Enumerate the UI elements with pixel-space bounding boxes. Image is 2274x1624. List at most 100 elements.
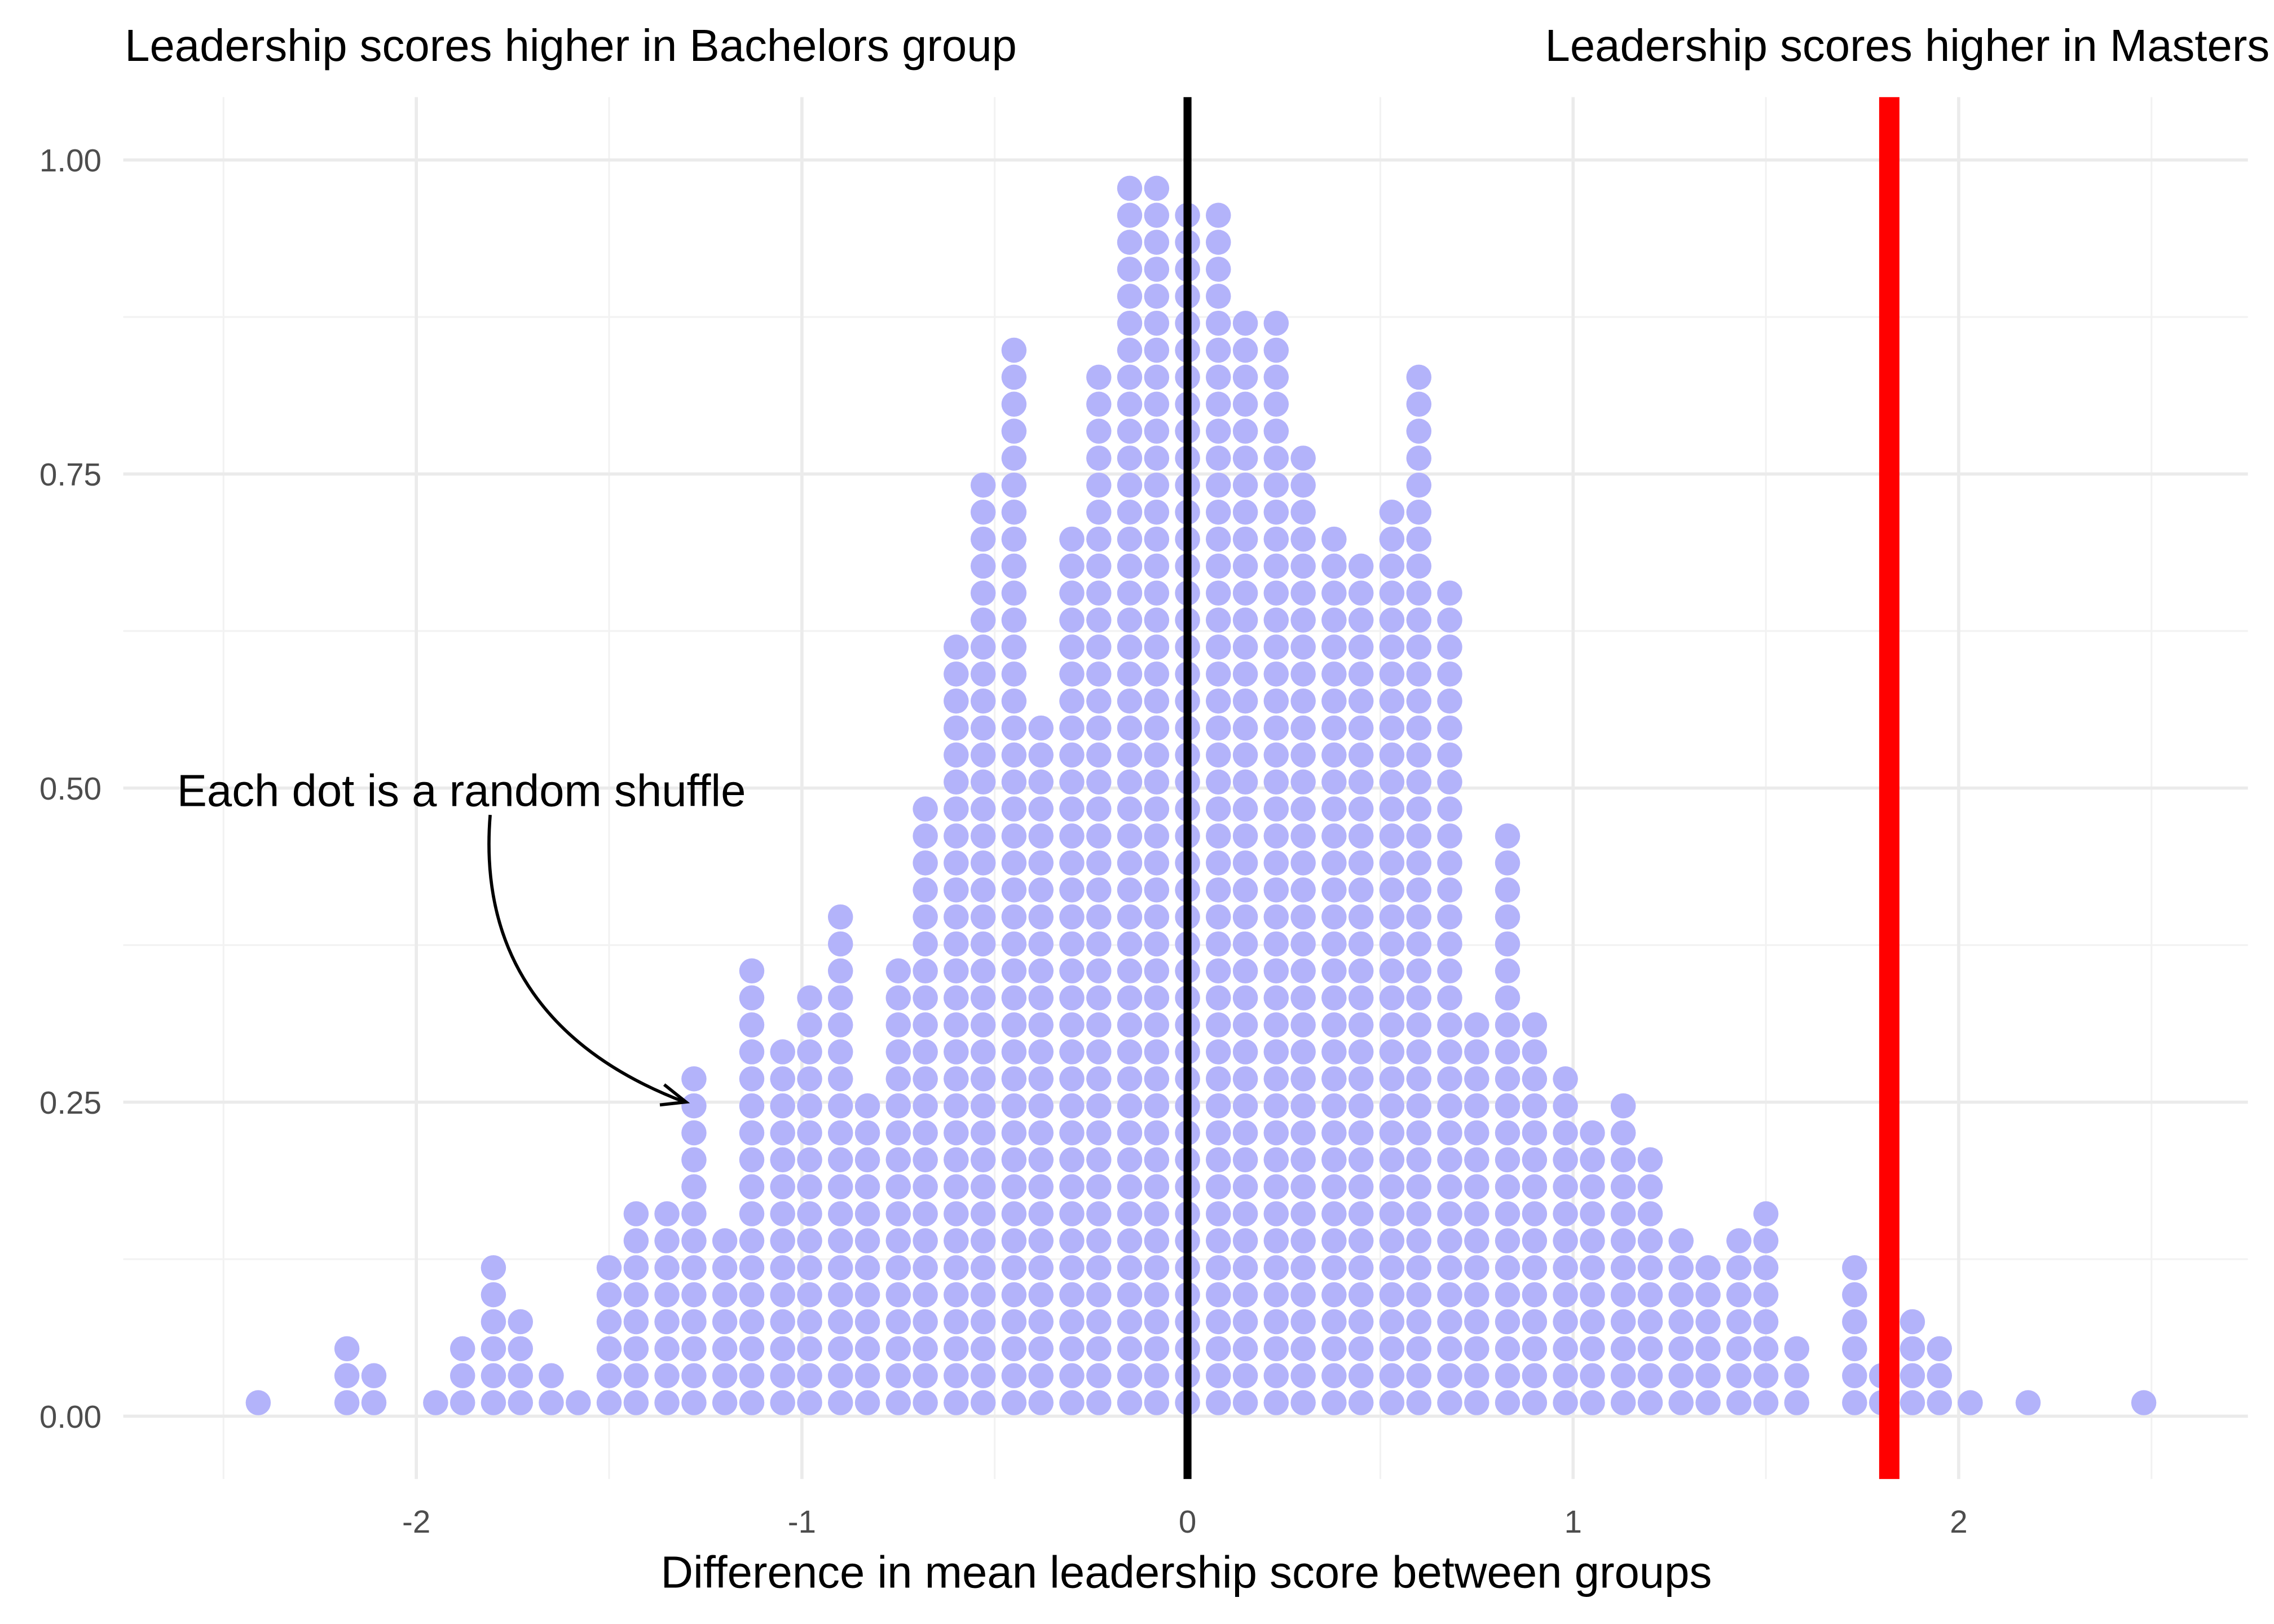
dot: [245, 1390, 271, 1415]
dot: [1059, 1039, 1085, 1065]
y-tick-label: 0.50: [39, 771, 102, 806]
dot: [970, 1309, 996, 1335]
dot: [1028, 877, 1054, 903]
dot: [1464, 1255, 1489, 1281]
dot: [1086, 1390, 1112, 1415]
dot: [1580, 1336, 1605, 1362]
dot: [1348, 877, 1374, 903]
dot: [1206, 715, 1231, 741]
dot: [1117, 310, 1143, 336]
dot: [681, 1282, 707, 1308]
dot: [1263, 1228, 1289, 1254]
dot: [913, 1066, 938, 1092]
dot: [1028, 715, 1054, 741]
dot: [1059, 1390, 1085, 1415]
dot: [944, 1120, 969, 1146]
dot: [1263, 580, 1289, 606]
dot: [1522, 1012, 1548, 1038]
dot: [770, 1147, 795, 1173]
dot: [1059, 580, 1085, 606]
dot: [1028, 1039, 1054, 1065]
dot: [1900, 1336, 1925, 1362]
dot: [970, 985, 996, 1010]
dot: [539, 1390, 564, 1415]
dot: [1580, 1120, 1605, 1146]
dot: [1379, 985, 1405, 1010]
labels: -2 -1 0 1 2 0.00 0.25 0.50 0.75 1.00: [39, 143, 1968, 1539]
dot: [970, 499, 996, 525]
dot: [1117, 607, 1143, 633]
dot: [1086, 823, 1112, 849]
dot: [1348, 553, 1374, 579]
dot: [1144, 904, 1170, 930]
dot: [1028, 769, 1054, 795]
dot: [1206, 499, 1231, 525]
dot: [1406, 904, 1432, 930]
dot: [1117, 445, 1143, 471]
dot-column: [1495, 823, 1521, 1415]
dot: [913, 1390, 938, 1415]
dot: [827, 1174, 853, 1199]
dot: [970, 823, 996, 849]
dot: [1406, 985, 1432, 1010]
dot: [944, 1066, 969, 1092]
dot: [1001, 958, 1027, 984]
dot: [944, 769, 969, 795]
dot: [1001, 634, 1027, 660]
dot: [1726, 1282, 1752, 1308]
dot: [1059, 1093, 1085, 1119]
dot: [1290, 526, 1316, 552]
dot: [913, 1228, 938, 1254]
dot: [1290, 985, 1316, 1010]
dot: [885, 1309, 911, 1335]
dot: [1695, 1336, 1721, 1362]
dot: [1086, 742, 1112, 768]
dot: [1232, 310, 1258, 336]
dot: [481, 1282, 506, 1308]
dot: [944, 958, 969, 984]
dot: [1144, 1336, 1170, 1362]
dot: [1206, 337, 1231, 363]
y-tick-label: 0.00: [39, 1399, 102, 1435]
dot: [1028, 985, 1054, 1010]
dot: [1144, 823, 1170, 849]
dot: [1232, 1147, 1258, 1173]
dot: [1232, 688, 1258, 714]
dot: [970, 931, 996, 957]
dot: [1028, 1174, 1054, 1199]
dot: [1001, 526, 1027, 552]
dot: [1086, 634, 1112, 660]
dot: [739, 1066, 765, 1092]
dot: [827, 1120, 853, 1146]
dot: [1117, 634, 1143, 660]
dot-column: [854, 1093, 880, 1415]
dot: [1321, 661, 1347, 687]
dot: [1232, 1363, 1258, 1388]
dot: [770, 1282, 795, 1308]
dot: [1206, 850, 1231, 876]
dot: [1001, 445, 1027, 471]
dot: [1379, 580, 1405, 606]
dot: [1553, 1093, 1578, 1119]
dot: [1290, 1336, 1316, 1362]
dot: [1406, 850, 1432, 876]
dot: [1263, 391, 1289, 417]
dot: [1406, 1093, 1432, 1119]
dot: [1232, 1390, 1258, 1415]
dot: [1206, 202, 1231, 228]
dot: [1522, 1147, 1548, 1173]
dot: [1001, 877, 1027, 903]
dot: [944, 850, 969, 876]
dot: [1232, 1093, 1258, 1119]
dot: [1379, 607, 1405, 633]
dot: [1842, 1309, 1867, 1335]
dot: [1144, 1282, 1170, 1308]
dot: [944, 1228, 969, 1254]
dot: [1232, 634, 1258, 660]
dot: [1784, 1390, 1810, 1415]
dot: [1379, 823, 1405, 849]
dot: [1086, 1093, 1112, 1119]
dot: [1001, 1309, 1027, 1335]
dot: [1086, 1066, 1112, 1092]
dot: [1437, 688, 1462, 714]
